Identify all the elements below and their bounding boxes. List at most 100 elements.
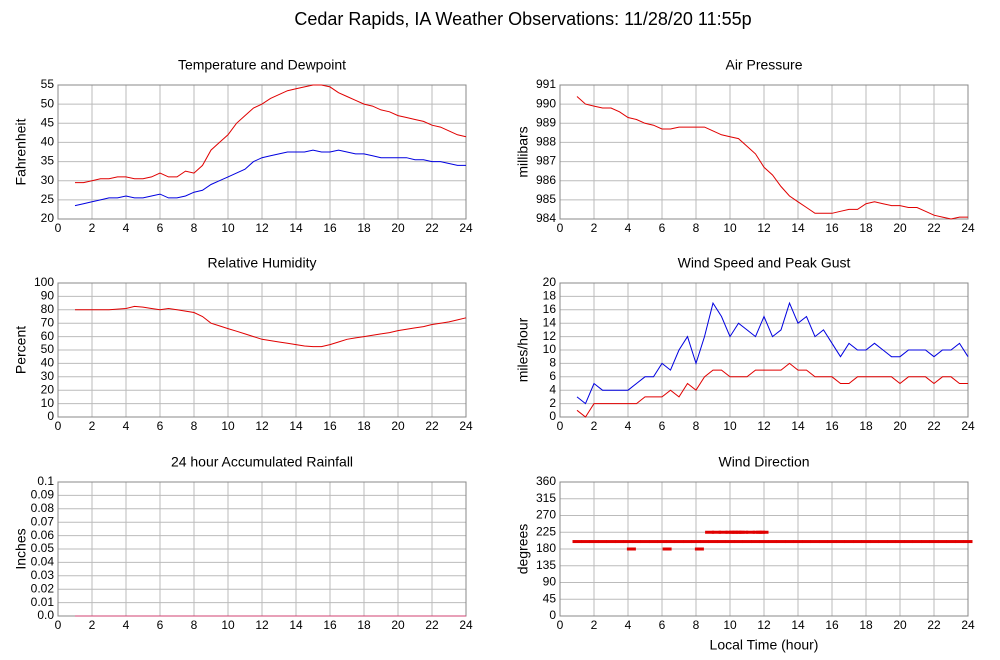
chart-title: Air Pressure xyxy=(725,57,802,73)
x-tick-label: 22 xyxy=(425,419,439,433)
x-tick-label: 18 xyxy=(859,419,873,433)
x-tick-label: 12 xyxy=(757,618,771,632)
data-point xyxy=(955,540,964,544)
y-tick-label: 984 xyxy=(536,211,556,225)
x-tick-label: 14 xyxy=(289,221,303,235)
x-tick-label: 2 xyxy=(89,419,96,433)
x-tick-label: 0 xyxy=(557,419,564,433)
x-tick-label: 2 xyxy=(591,419,598,433)
plot-frame xyxy=(559,84,969,220)
x-tick-label: 12 xyxy=(757,221,771,235)
data-point xyxy=(878,540,888,544)
x-tick-label: 22 xyxy=(425,221,439,235)
data-point xyxy=(802,540,811,544)
y-tick-label: 180 xyxy=(536,541,556,555)
page-title: Cedar Rapids, IA Weather Observations: 1… xyxy=(294,9,751,29)
data-point xyxy=(819,540,828,544)
x-tick-label: 22 xyxy=(425,618,439,632)
y-axis-label: Inches xyxy=(13,528,29,569)
y-tick-label: 50 xyxy=(41,96,55,110)
x-tick-label: 16 xyxy=(323,419,337,433)
y-tick-label: 20 xyxy=(41,211,55,225)
x-tick-label: 8 xyxy=(693,618,700,632)
x-tick-label: 2 xyxy=(89,618,96,632)
y-tick-label: 315 xyxy=(536,491,556,505)
x-tick-label: 14 xyxy=(791,618,805,632)
y-tick-label: 12 xyxy=(543,329,557,343)
data-point xyxy=(718,530,728,534)
x-tick-label: 24 xyxy=(459,419,473,433)
plot-frame xyxy=(57,282,467,418)
x-tick-label: 18 xyxy=(859,618,873,632)
y-axis-label: miles/hour xyxy=(515,317,531,382)
data-point xyxy=(662,547,672,551)
y-tick-label: 45 xyxy=(543,591,557,605)
y-tick-label: 70 xyxy=(41,315,55,329)
x-tick-label: 4 xyxy=(625,618,632,632)
y-tick-label: 0.05 xyxy=(31,541,55,555)
x-tick-label: 6 xyxy=(157,221,164,235)
data-line xyxy=(576,96,968,220)
x-tick-label: 18 xyxy=(357,221,371,235)
y-tick-label: 90 xyxy=(543,575,557,589)
data-point xyxy=(694,547,704,551)
plot-frame xyxy=(57,84,467,220)
x-tick-label: 20 xyxy=(893,221,907,235)
x-tick-label: 18 xyxy=(357,618,371,632)
data-line xyxy=(74,149,466,207)
data-point xyxy=(649,540,658,544)
data-point xyxy=(683,540,692,544)
chart-title: Temperature and Dewpoint xyxy=(178,57,346,73)
y-tick-label: 100 xyxy=(34,275,54,289)
x-tick-label: 2 xyxy=(89,221,96,235)
y-axis-label: millibars xyxy=(515,126,531,177)
y-axis-label: Percent xyxy=(13,326,29,374)
data-point xyxy=(700,540,709,544)
chart-title: 24 hour Accumulated Rainfall xyxy=(171,454,353,470)
x-tick-label: 10 xyxy=(221,221,235,235)
x-tick-label: 20 xyxy=(893,419,907,433)
y-tick-label: 0.1 xyxy=(37,474,54,488)
y-tick-label: 50 xyxy=(41,342,55,356)
data-point xyxy=(759,530,769,534)
x-tick-label: 8 xyxy=(191,221,198,235)
x-tick-label: 22 xyxy=(927,221,941,235)
x-tick-label: 0 xyxy=(55,221,62,235)
y-tick-label: 0.04 xyxy=(31,555,55,569)
y-tick-label: 988 xyxy=(536,135,556,149)
y-tick-label: 0.02 xyxy=(31,581,55,595)
x-tick-label: 0 xyxy=(55,618,62,632)
x-tick-label: 10 xyxy=(221,618,235,632)
x-tick-label: 20 xyxy=(391,221,405,235)
data-point xyxy=(751,540,760,544)
y-tick-label: 2 xyxy=(549,396,556,410)
x-tick-label: 16 xyxy=(323,618,337,632)
x-tick-label: 16 xyxy=(323,221,337,235)
x-tick-label: 12 xyxy=(255,618,269,632)
x-tick-label: 0 xyxy=(557,221,564,235)
data-point xyxy=(844,540,854,544)
data-point xyxy=(827,540,837,544)
x-tick-label: 4 xyxy=(625,221,632,235)
y-tick-label: 25 xyxy=(41,192,55,206)
x-tick-label: 12 xyxy=(757,419,771,433)
data-line xyxy=(75,305,467,348)
x-tick-label: 0 xyxy=(557,618,564,632)
data-point xyxy=(572,540,582,544)
y-tick-label: 40 xyxy=(41,356,55,370)
y-tick-label: 135 xyxy=(536,558,556,572)
data-point xyxy=(598,540,607,544)
x-tick-label: 20 xyxy=(391,419,405,433)
data-point xyxy=(691,540,701,544)
x-tick-label: 4 xyxy=(123,419,130,433)
chart-title: Wind Direction xyxy=(718,454,809,470)
y-tick-label: 0 xyxy=(549,409,556,423)
y-tick-label: 14 xyxy=(543,315,557,329)
x-tick-label: 24 xyxy=(961,618,975,632)
y-tick-label: 30 xyxy=(41,369,55,383)
data-point xyxy=(895,540,905,544)
y-tick-label: 989 xyxy=(536,115,556,129)
x-tick-label: 14 xyxy=(791,221,805,235)
x-tick-label: 10 xyxy=(723,618,737,632)
chart-title: Wind Speed and Peak Gust xyxy=(678,255,851,271)
